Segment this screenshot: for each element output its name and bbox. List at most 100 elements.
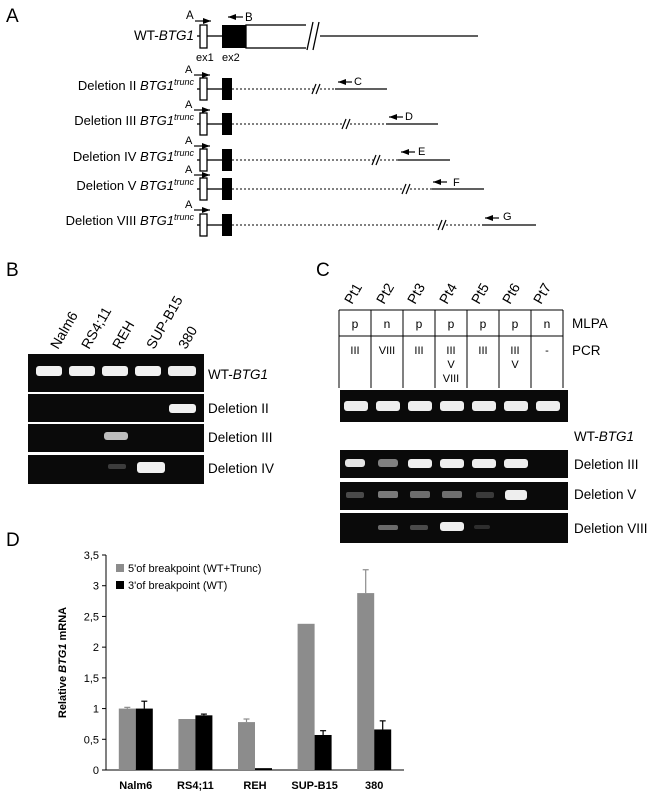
- x-tick-label: REH: [243, 780, 266, 792]
- gel-band: [344, 401, 368, 411]
- pcr-cell: III: [478, 345, 487, 357]
- panel-b-letter: B: [6, 260, 19, 281]
- deletion-row-iv: Deletion IV BTG1trunc A E: [73, 135, 450, 172]
- gel-band: [410, 491, 430, 498]
- bar: [135, 708, 153, 770]
- gel-band: [102, 366, 128, 376]
- deletion-row-iii: Deletion III BTG1trunc A D: [74, 99, 438, 136]
- gel-band: [376, 401, 400, 411]
- bar: [314, 734, 332, 770]
- gel-band: [536, 401, 560, 411]
- primer-a-label: A: [185, 64, 193, 76]
- panel-d-letter: D: [6, 530, 20, 551]
- panel-c-letter: C: [316, 260, 330, 281]
- y-tick-label: 1,5: [84, 673, 99, 685]
- lane-label: Nalm6: [47, 308, 81, 351]
- gel-band: [345, 459, 365, 467]
- pcr-cell: V: [511, 359, 519, 371]
- gel-row-label: WT-BTG1: [574, 429, 634, 444]
- bar: [195, 715, 213, 770]
- deletion-row-viii: Deletion VIII BTG1trunc A G: [66, 199, 536, 237]
- gel-band: [442, 491, 462, 498]
- primer-e-label: E: [418, 146, 425, 158]
- gel-band: [108, 464, 126, 469]
- bar: [238, 722, 255, 770]
- gel-band: [137, 462, 165, 473]
- exon1-label: ex1: [196, 52, 214, 64]
- gel-band: [408, 459, 432, 468]
- y-axis-label: Relative BTG1 mRNA: [57, 607, 69, 718]
- mlpa-cell: p: [448, 317, 455, 331]
- mlpa-cell: n: [384, 317, 391, 331]
- gel-band: [440, 522, 464, 531]
- primer-a-label: A: [186, 10, 194, 22]
- bar: [357, 593, 375, 770]
- lane-label: Pt2: [373, 280, 397, 306]
- gel-band: [472, 459, 496, 468]
- x-tick-label: Nalm6: [119, 780, 152, 792]
- gel-band: [104, 432, 128, 440]
- gel-band: [135, 366, 161, 376]
- pcr-label: PCR: [572, 343, 601, 358]
- primer-a-label: A: [185, 164, 193, 176]
- primer-c-label: C: [354, 76, 362, 88]
- primer-g-label: G: [503, 211, 512, 223]
- gel-row-label: Deletion II: [208, 401, 269, 416]
- gel-band: [378, 491, 398, 498]
- bar: [297, 623, 315, 770]
- panel-d: D 0 0,5 1 1,5 2 2,5 3 3,5 Relative BTG1 mRNA Nalm…: [6, 530, 404, 792]
- mlpa-label: MLPA: [572, 316, 608, 331]
- mlpa-cell: p: [480, 317, 487, 331]
- gel-band: [410, 525, 428, 530]
- primer-a-label: A: [185, 99, 193, 111]
- legend-swatch: [116, 581, 124, 589]
- gel-row-label: WT-BTG1: [208, 367, 268, 382]
- gel-strip: [28, 455, 204, 484]
- gel-band: [504, 459, 528, 468]
- gel-row-label: Deletion III: [208, 430, 273, 445]
- lane-label: Pt1: [341, 280, 365, 306]
- wt-gene-schematic: A B ex1 ex2: [186, 10, 478, 64]
- deletion-row-label: Deletion VIII BTG1trunc: [66, 212, 195, 228]
- lane-label: 380: [175, 323, 201, 351]
- mlpa-cell: p: [512, 317, 519, 331]
- lane-label: Pt5: [468, 280, 492, 306]
- x-tick-label: SUP-B15: [291, 780, 337, 792]
- y-tick-label: 2,5: [84, 611, 99, 623]
- gel-band: [378, 525, 398, 530]
- y-tick-label: 0,5: [84, 734, 99, 746]
- gel-band: [476, 492, 494, 498]
- pcr-cell: III: [446, 345, 455, 357]
- lane-label: Pt7: [530, 280, 554, 306]
- pcr-cell: V: [447, 359, 455, 371]
- gel-band: [36, 366, 62, 376]
- bar: [118, 708, 136, 770]
- wt-utr: [245, 24, 309, 49]
- bar: [255, 768, 272, 770]
- gel-row-label: Deletion IV: [208, 461, 274, 476]
- gel-band: [505, 490, 527, 500]
- pcr-cell: VIII: [443, 373, 460, 385]
- panel-a-letter: A: [6, 6, 19, 27]
- mlpa-cell: n: [544, 317, 551, 331]
- pcr-cell: III: [414, 345, 423, 357]
- gel-row-label: Deletion VIII: [574, 521, 648, 536]
- wt-label: WT-BTG1: [134, 28, 194, 43]
- gel-band: [346, 492, 364, 498]
- mlpa-cell: p: [416, 317, 423, 331]
- primer-a-label: A: [185, 199, 193, 211]
- legend-label: 5'of breakpoint (WT+Trunc): [128, 563, 261, 575]
- gel-band: [474, 525, 490, 529]
- wt-exon2: [222, 25, 246, 48]
- bar: [178, 719, 196, 770]
- y-tick-label: 1: [93, 704, 99, 716]
- deletion-row-label: Deletion V BTG1trunc: [76, 177, 194, 193]
- gel-band: [472, 401, 496, 411]
- mlpa-cell: p: [352, 317, 359, 331]
- lane-label: Pt4: [436, 280, 460, 306]
- y-tick-label: 2: [93, 642, 99, 654]
- gel-band: [440, 401, 464, 411]
- panel-a: A WT-BTG1 A B ex1 ex2: [6, 6, 536, 237]
- primer-b-label: B: [245, 12, 253, 24]
